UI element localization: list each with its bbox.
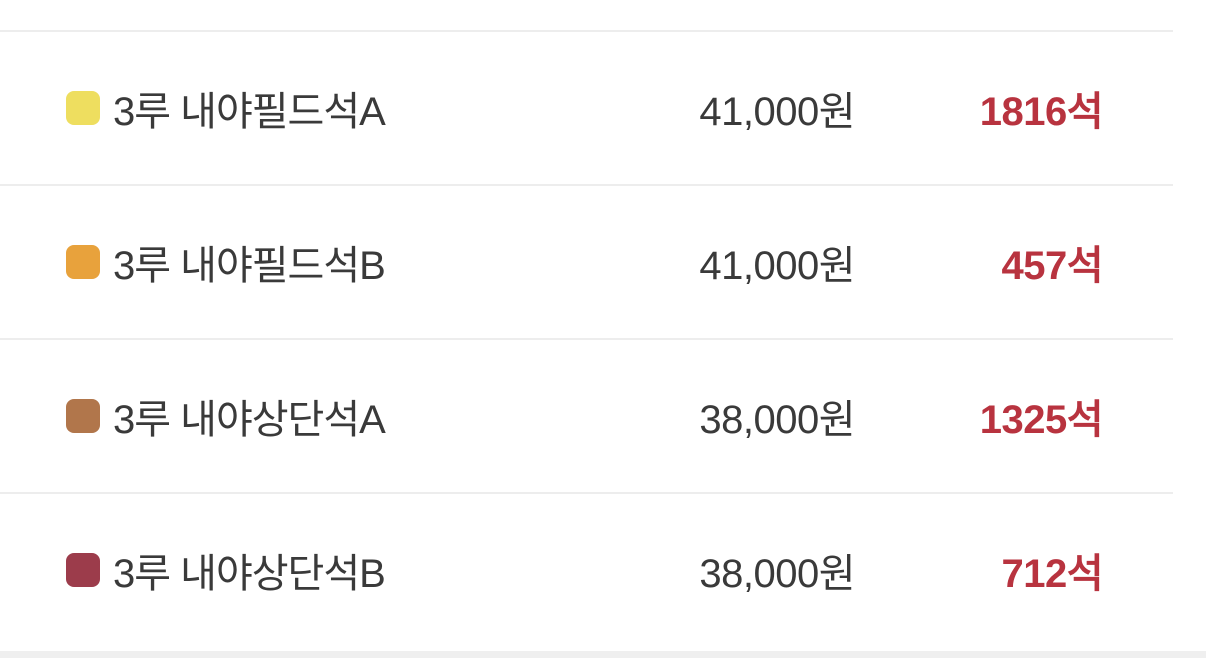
seat-category-row[interactable]: 3루 내야필드석B 41,000원 457석 — [0, 184, 1173, 338]
seat-category-name: 3루 내야상단석A — [113, 398, 386, 442]
seat-category-row[interactable]: 3루 내야상단석B 38,000원 712석 — [0, 492, 1173, 646]
seat-price: 38,000원 — [699, 552, 855, 596]
seat-category-name: 3루 내야필드석B — [113, 244, 386, 288]
seat-category-name: 3루 내야필드석A — [113, 90, 386, 134]
seat-category-list: 3루 내야필드석A 41,000원 1816석 3루 내야필드석B 41,000… — [0, 30, 1173, 646]
seat-color-swatch — [66, 553, 100, 587]
seat-category-row[interactable]: 3루 내야상단석A 38,000원 1325석 — [0, 338, 1173, 492]
seat-color-swatch — [66, 399, 100, 433]
seat-category-row[interactable]: 3루 내야필드석A 41,000원 1816석 — [0, 30, 1173, 184]
seat-color-swatch — [66, 245, 100, 279]
seat-remaining-count: 1325석 — [979, 398, 1104, 442]
seat-category-name: 3루 내야상단석B — [113, 552, 386, 596]
seat-remaining-count: 1816석 — [979, 90, 1104, 134]
seat-price: 38,000원 — [699, 398, 855, 442]
seat-price: 41,000원 — [699, 244, 855, 288]
seat-color-swatch — [66, 91, 100, 125]
bottom-section-divider — [0, 651, 1206, 658]
seat-price: 41,000원 — [699, 90, 855, 134]
seat-remaining-count: 457석 — [1001, 244, 1103, 288]
seat-remaining-count: 712석 — [1001, 552, 1103, 596]
